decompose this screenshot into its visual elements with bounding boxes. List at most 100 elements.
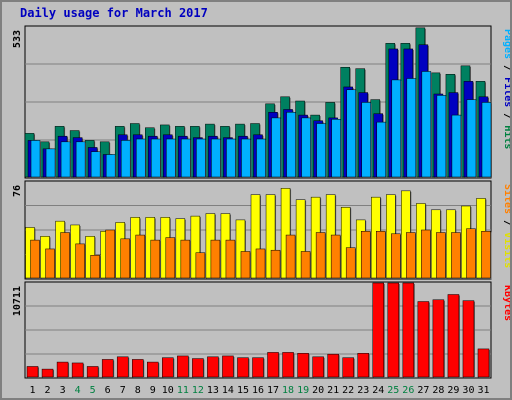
series-label-part: Pages [502, 29, 510, 59]
bar-kbytes-day-27 [417, 301, 430, 378]
bar-sites-day-21 [330, 234, 341, 279]
bar-pages-day-22 [346, 89, 356, 178]
day-label-1: 1 [30, 385, 36, 396]
day-label-28: 28 [432, 385, 444, 396]
bar-pages-day-11 [181, 138, 191, 178]
bar-kbytes-day-15 [237, 357, 249, 378]
bar-sites-day-7 [120, 238, 130, 279]
bar-kbytes-day-11 [177, 355, 189, 378]
series-label-part: / [502, 107, 510, 125]
bar-sites-day-26 [406, 232, 416, 279]
bar-pages-day-4 [75, 141, 86, 178]
bar-sites-day-28 [436, 232, 446, 279]
bar-sites-day-20 [315, 232, 326, 279]
bar-kbytes-day-29 [447, 294, 460, 378]
bar-kbytes-day-22 [342, 357, 354, 378]
day-label-9: 9 [150, 385, 156, 396]
bar-kbytes-day-24 [372, 282, 385, 378]
bar-pages-day-21 [331, 119, 341, 178]
day-label-23: 23 [357, 385, 369, 396]
bar-kbytes-day-8 [131, 359, 144, 378]
bar-kbytes-day-12 [192, 358, 204, 378]
bar-kbytes-day-7 [116, 356, 129, 378]
series-label-part: Hits [502, 125, 510, 149]
bar-pages-day-6 [105, 154, 116, 178]
bar-sites-day-24 [376, 231, 386, 279]
bar-sites-day-9 [150, 239, 161, 279]
bar-pages-day-17 [271, 117, 281, 178]
bar-sites-day-1 [30, 239, 40, 279]
bar-pages-day-9 [151, 138, 161, 178]
bar-visits-day-22 [340, 207, 351, 279]
bar-pages-day-23 [361, 102, 371, 178]
bar-kbytes-day-17 [267, 352, 279, 378]
bar-pages-day-8 [135, 138, 146, 178]
day-label-20: 20 [312, 385, 324, 396]
day-label-24: 24 [372, 385, 384, 396]
bar-kbytes-day-23 [357, 353, 369, 378]
series-label-part: KBytes [502, 285, 510, 321]
day-label-4: 4 [75, 385, 81, 396]
bar-pages-day-31 [481, 102, 492, 178]
bar-sites-day-29 [451, 232, 461, 279]
series-label-part: Visits [502, 232, 510, 268]
day-label-13: 13 [207, 385, 219, 396]
bar-visits-day-18 [280, 188, 291, 279]
bar-sites-day-2 [45, 248, 55, 279]
bar-sites-day-3 [60, 232, 70, 279]
bar-pages-day-28 [436, 95, 447, 178]
bar-sites-day-31 [481, 231, 491, 279]
bar-kbytes-day-28 [432, 299, 445, 378]
bar-sites-day-19 [300, 251, 311, 279]
bar-kbytes-day-3 [56, 361, 69, 378]
bar-visits-day-12 [190, 215, 201, 279]
bar-pages-day-15 [241, 138, 251, 178]
day-label-10: 10 [162, 385, 174, 396]
bar-kbytes-day-18 [282, 352, 294, 378]
bar-pages-day-2 [45, 148, 56, 178]
bar-visits-day-15 [235, 219, 246, 279]
bar-pages-day-29 [451, 114, 462, 178]
day-label-21: 21 [327, 385, 339, 396]
day-label-7: 7 [120, 385, 126, 396]
day-label-19: 19 [297, 385, 309, 396]
day-label-5: 5 [90, 385, 96, 396]
bar-kbytes-day-13 [207, 356, 219, 378]
bar-kbytes-day-1 [26, 366, 39, 378]
bar-kbytes-day-6 [101, 359, 114, 378]
bar-pages-day-16 [256, 138, 266, 178]
bar-pages-day-14 [226, 138, 236, 178]
bar-pages-day-19 [301, 117, 311, 178]
bar-pages-day-26 [406, 78, 417, 178]
day-label-3: 3 [60, 385, 66, 396]
bar-pages-day-5 [90, 151, 101, 178]
bar-sites-day-18 [285, 234, 296, 279]
bar-pages-day-12 [196, 138, 206, 178]
day-label-16: 16 [252, 385, 264, 396]
bar-sites-day-22 [345, 247, 356, 279]
bar-sites-day-5 [90, 255, 100, 279]
bar-sites-day-11 [180, 239, 191, 279]
day-label-25: 25 [387, 385, 399, 396]
bar-sites-day-4 [75, 243, 85, 279]
bar-kbytes-day-30 [462, 300, 475, 378]
series-label-part: / [502, 59, 510, 77]
bar-sites-day-13 [210, 239, 221, 279]
day-label-2: 2 [45, 385, 51, 396]
bar-sites-day-12 [195, 252, 206, 279]
bar-kbytes-day-25 [387, 282, 400, 378]
bar-pages-day-13 [211, 138, 221, 178]
bar-kbytes-day-10 [162, 357, 174, 378]
day-label-29: 29 [447, 385, 459, 396]
bar-pages-day-7 [120, 140, 131, 178]
bar-sites-day-25 [391, 233, 401, 279]
day-label-15: 15 [237, 385, 249, 396]
chart-title: Daily usage for March 2017 [20, 6, 208, 20]
day-label-26: 26 [402, 385, 414, 396]
day-label-14: 14 [222, 385, 234, 396]
day-label-18: 18 [282, 385, 294, 396]
bar-pages-day-1 [30, 140, 41, 178]
day-label-8: 8 [135, 385, 141, 396]
